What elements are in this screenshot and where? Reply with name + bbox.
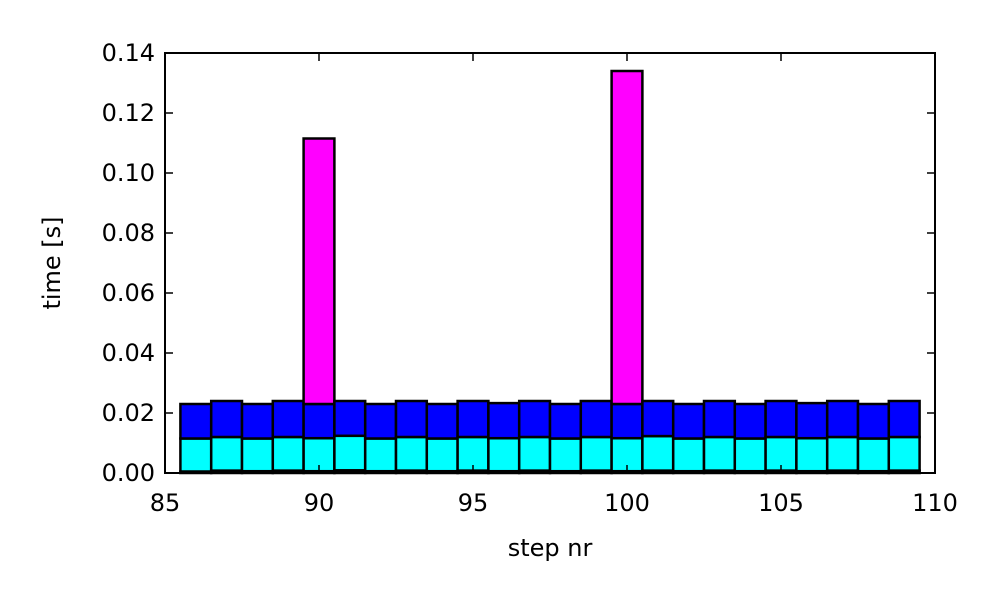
y-tick-label: 0.00	[102, 459, 155, 487]
y-axis-ticks: 0.00 0.02 0.04 0.06 0.08 0.10 0.12 0.14	[102, 39, 935, 487]
bar-step-98-segment-1	[548, 437, 583, 473]
y-tick-label: 0.04	[102, 339, 155, 367]
x-tick-label: 90	[304, 489, 335, 517]
x-tick-label: 105	[758, 489, 804, 517]
bar-step-96-segment-1	[487, 436, 521, 473]
bar-step-86-segment-2	[179, 402, 213, 440]
y-tick-label: 0.06	[102, 279, 155, 307]
bar-step-91-segment-1	[333, 434, 367, 472]
bar-step-88-segment-2	[240, 402, 275, 440]
bar-step-103-segment-1	[702, 435, 737, 472]
x-tick-label: 85	[150, 489, 181, 517]
bar-step-109-segment-1	[887, 435, 921, 472]
bar-step-106-segment-1	[795, 436, 829, 473]
bar-step-89-segment-1	[271, 435, 305, 472]
bar-step-104-segment-1	[733, 437, 767, 473]
bar-step-89-segment-2	[271, 399, 305, 439]
bar-step-108-segment-2	[856, 402, 891, 440]
bar-step-102-segment-1	[671, 437, 706, 473]
x-tick-label: 100	[604, 489, 650, 517]
bar-step-90-segment-3	[302, 137, 336, 406]
bar-step-93-segment-1	[394, 435, 429, 472]
y-tick-label: 0.02	[102, 399, 155, 427]
bar-step-106-segment-2	[795, 401, 829, 440]
y-tick-label: 0.14	[102, 39, 155, 67]
y-tick-label: 0.08	[102, 219, 155, 247]
bar-step-87-segment-1	[209, 435, 244, 472]
bar-step-99-segment-2	[579, 399, 613, 439]
bar-step-107-segment-2	[825, 399, 860, 439]
bar-step-97-segment-1	[517, 435, 552, 472]
y-axis-label: time [s]	[38, 216, 66, 309]
bar-step-105-segment-2	[764, 399, 798, 439]
bar-step-102-segment-2	[671, 402, 706, 440]
bar-step-109-segment-2	[887, 399, 921, 439]
bar-step-97-segment-2	[517, 399, 552, 439]
bar-step-91-segment-2	[333, 399, 367, 438]
bar-step-108-segment-1	[856, 437, 891, 473]
y-tick-label: 0.12	[102, 99, 155, 127]
bar-step-92-segment-1	[363, 437, 398, 473]
x-tick-label: 110	[912, 489, 958, 517]
bar-step-86-segment-1	[179, 437, 213, 473]
bar-step-96-segment-2	[487, 401, 521, 440]
bar-step-100-segment-2	[610, 402, 644, 440]
bar-step-104-segment-2	[733, 402, 767, 440]
bar-step-98-segment-2	[548, 402, 583, 440]
bar-step-101-segment-2	[641, 399, 675, 438]
bar-step-94-segment-2	[425, 402, 459, 440]
bar-step-92-segment-2	[363, 402, 398, 440]
bar-step-107-segment-1	[825, 435, 860, 472]
bar-step-99-segment-1	[579, 435, 613, 472]
bar-step-101-segment-1	[641, 434, 675, 472]
x-axis-label: step nr	[508, 534, 593, 562]
bar-step-94-segment-1	[425, 437, 459, 473]
x-tick-label: 95	[458, 489, 489, 517]
bar-step-93-segment-2	[394, 399, 429, 439]
y-tick-label: 0.10	[102, 159, 155, 187]
bar-step-103-segment-2	[702, 399, 737, 439]
plot-frame	[164, 52, 936, 474]
bar-step-90-segment-2	[302, 402, 336, 440]
bar-step-87-segment-2	[209, 399, 244, 439]
x-axis-ticks: 85 90 95 100 105 110	[150, 53, 958, 517]
bar-step-95-segment-2	[456, 399, 490, 439]
bar-step-100-segment-3	[610, 69, 644, 406]
bar-step-88-segment-1	[240, 437, 275, 473]
